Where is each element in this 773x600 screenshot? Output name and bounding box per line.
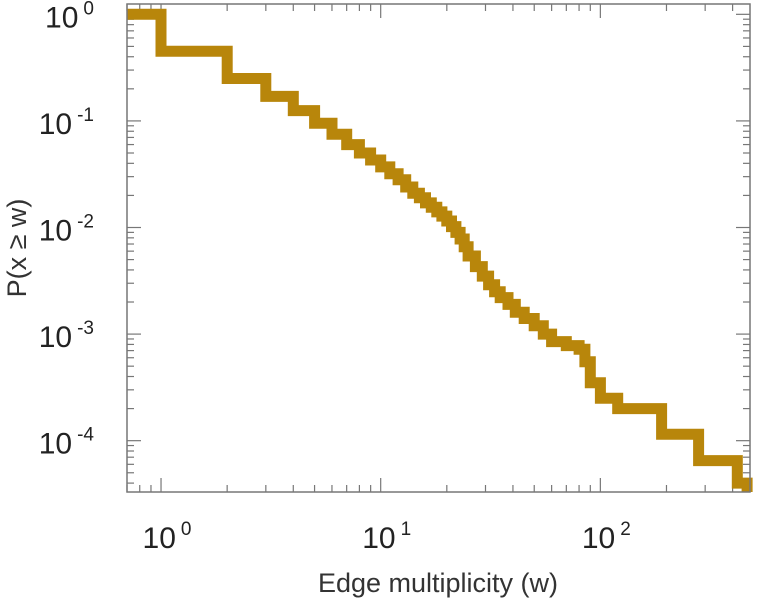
y-tick-label: 10 -3 — [39, 318, 94, 354]
y-tick-label: 10 -4 — [39, 425, 95, 461]
x-tick-label: 10 0 — [143, 519, 192, 555]
y-tick-label: 10 0 — [45, 0, 94, 34]
x-tick-label: 10 2 — [582, 519, 631, 555]
tick-labels: 10 0 10 1 10 2 10 0 10 -1 10 -2 10 -3 10 -4 — [39, 0, 631, 555]
y-axis-label: P(x ≥ w) — [2, 199, 32, 298]
x-tick-label: 10 1 — [362, 519, 411, 555]
y-tick-label: 10 -2 — [39, 212, 94, 248]
series-layer — [127, 8, 753, 492]
series-line — [127, 8, 753, 492]
plot-frame — [126, 3, 751, 493]
axis-ticks — [126, 4, 750, 492]
y-tick-label: 10 -1 — [39, 105, 94, 141]
x-axis-label: Edge multiplicity (w) — [318, 568, 558, 598]
